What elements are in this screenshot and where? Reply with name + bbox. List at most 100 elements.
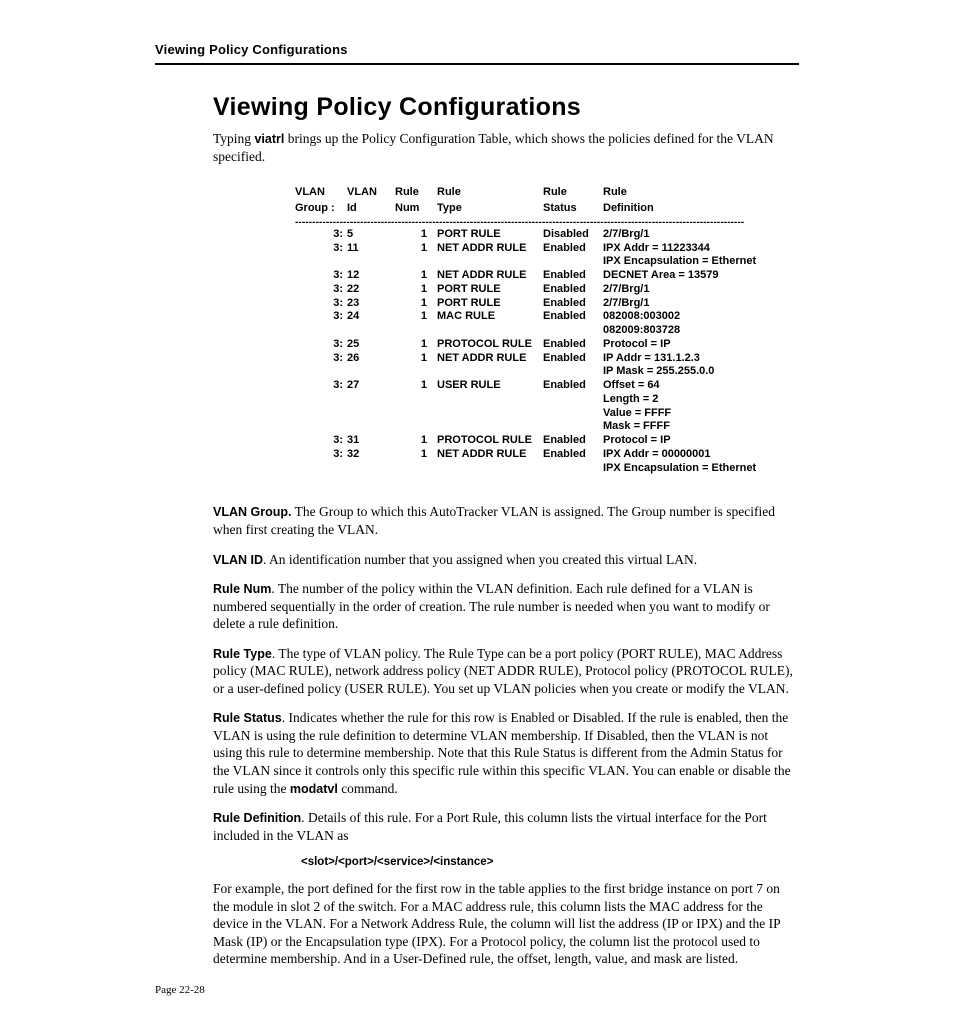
cell-id: 24 [347, 310, 395, 324]
rule-status-text-b: command. [338, 781, 398, 796]
rule-status-term: Rule Status [213, 711, 282, 725]
cell-group: 3: [295, 228, 347, 242]
cell-definition: Offset = 64 [603, 379, 799, 393]
rule-type-term: Rule Type [213, 647, 272, 661]
cell-num: 1 [395, 242, 437, 256]
cell-status: Enabled [543, 310, 603, 324]
table-row: 3:311PROTOCOL RULEEnabledProtocol = IP [295, 434, 799, 448]
cell-definition-cont: IPX Encapsulation = Ethernet [603, 462, 799, 476]
cell-definition: Protocol = IP [603, 434, 799, 448]
cell-type: MAC RULE [437, 310, 543, 324]
col-header-num-l1: Rule [395, 186, 437, 200]
cell-status: Enabled [543, 242, 603, 256]
cell-id: 25 [347, 338, 395, 352]
syntax-line: <slot>/<port>/<service>/<instance> [301, 856, 799, 868]
cell-group: 3: [295, 242, 347, 256]
cell-id: 22 [347, 283, 395, 297]
vlan-id-desc: VLAN ID. An identification number that y… [213, 551, 799, 569]
cell-id: 31 [347, 434, 395, 448]
cell-definition: IP Addr = 131.1.2.3 [603, 352, 799, 366]
cell-num: 1 [395, 283, 437, 297]
intro-paragraph: Typing viatrl brings up the Policy Confi… [213, 130, 799, 166]
cell-type: NET ADDR RULE [437, 448, 543, 462]
cell-definition: 2/7/Brg/1 [603, 283, 799, 297]
rule-num-term: Rule Num [213, 582, 271, 596]
cell-group: 3: [295, 434, 347, 448]
cell-id: 32 [347, 448, 395, 462]
cell-definition-cont: Length = 2 [603, 393, 799, 407]
cell-group: 3: [295, 448, 347, 462]
cell-type: NET ADDR RULE [437, 242, 543, 256]
intro-text-prefix: Typing [213, 131, 254, 146]
table-row: 3:51PORT RULEDisabled2/7/Brg/1 [295, 228, 799, 242]
table-divider: ----------------------------------------… [295, 218, 799, 228]
table-row: 3:271USER RULEEnabledOffset = 64 [295, 379, 799, 393]
cell-type: PORT RULE [437, 297, 543, 311]
cell-num: 1 [395, 434, 437, 448]
cell-group: 3: [295, 283, 347, 297]
cell-status: Enabled [543, 379, 603, 393]
section-title: Viewing Policy Configurations [213, 93, 799, 122]
cell-status: Enabled [543, 352, 603, 366]
cell-definition-cont: Value = FFFF [603, 407, 799, 421]
cell-definition: 082008:003002 [603, 310, 799, 324]
cell-status: Enabled [543, 269, 603, 283]
col-header-status-l1: Rule [543, 186, 603, 200]
cell-group: 3: [295, 269, 347, 283]
cell-definition-cont: IPX Encapsulation = Ethernet [603, 255, 799, 269]
cell-num: 1 [395, 352, 437, 366]
running-header: Viewing Policy Configurations [155, 42, 799, 65]
rule-status-cmd: modatvl [290, 782, 338, 796]
col-header-group-l2: Group : [295, 202, 347, 216]
table-row: 3:111NET ADDR RULEEnabledIPX Addr = 1122… [295, 242, 799, 256]
cell-definition-cont: Mask = FFFF [603, 420, 799, 434]
cell-type: NET ADDR RULE [437, 352, 543, 366]
cell-num: 1 [395, 297, 437, 311]
cell-type: PORT RULE [437, 283, 543, 297]
vlan-group-term: VLAN Group. [213, 505, 291, 519]
cell-id: 27 [347, 379, 395, 393]
rule-def-desc: Rule Definition. Details of this rule. F… [213, 809, 799, 844]
rule-type-desc: Rule Type. The type of VLAN policy. The … [213, 645, 799, 698]
cell-definition: 2/7/Brg/1 [603, 297, 799, 311]
col-header-id-l2: Id [347, 202, 395, 216]
cell-status: Disabled [543, 228, 603, 242]
cell-status: Enabled [543, 434, 603, 448]
table-row-continuation: Value = FFFF [295, 407, 799, 421]
col-header-id-l1: VLAN [347, 186, 395, 200]
cell-definition: IPX Addr = 11223344 [603, 242, 799, 256]
col-header-type-l2: Type [437, 202, 543, 216]
col-header-status-l2: Status [543, 202, 603, 216]
intro-text-suffix: brings up the Policy Configuration Table… [213, 131, 774, 164]
table-row-continuation: 082009:803728 [295, 324, 799, 338]
cell-group: 3: [295, 379, 347, 393]
cell-group: 3: [295, 352, 347, 366]
cell-status: Enabled [543, 297, 603, 311]
table-row: 3:251PROTOCOL RULEEnabledProtocol = IP [295, 338, 799, 352]
rule-type-text: . The type of VLAN policy. The Rule Type… [213, 646, 793, 696]
table-row: 3:221PORT RULEEnabled2/7/Brg/1 [295, 283, 799, 297]
table-body: 3:51PORT RULEDisabled2/7/Brg/13:111NET A… [295, 228, 799, 476]
cell-type: NET ADDR RULE [437, 269, 543, 283]
cell-definition-cont: 082009:803728 [603, 324, 799, 338]
vlan-id-term: VLAN ID [213, 553, 263, 567]
col-header-type-l1: Rule [437, 186, 543, 200]
cell-num: 1 [395, 448, 437, 462]
cell-id: 23 [347, 297, 395, 311]
cell-id: 12 [347, 269, 395, 283]
table-row: 3:121NET ADDR RULEEnabledDECNET Area = 1… [295, 269, 799, 283]
policy-config-table: VLAN VLAN Rule Rule Rule Rule Group : Id… [295, 186, 799, 475]
table-row-continuation: IPX Encapsulation = Ethernet [295, 255, 799, 269]
example-paragraph: For example, the port defined for the fi… [213, 880, 799, 968]
cell-group: 3: [295, 338, 347, 352]
cell-type: PROTOCOL RULE [437, 338, 543, 352]
cell-definition: IPX Addr = 00000001 [603, 448, 799, 462]
cell-status: Enabled [543, 283, 603, 297]
table-row-continuation: Length = 2 [295, 393, 799, 407]
table-header-row-1: VLAN VLAN Rule Rule Rule Rule [295, 186, 799, 202]
cell-group: 3: [295, 297, 347, 311]
cell-num: 1 [395, 228, 437, 242]
cell-id: 26 [347, 352, 395, 366]
table-row-continuation: Mask = FFFF [295, 420, 799, 434]
cell-status: Enabled [543, 448, 603, 462]
